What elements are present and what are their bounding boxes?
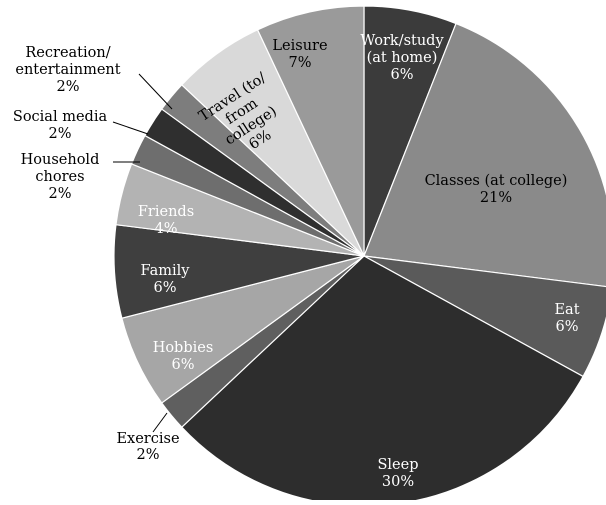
- slice-label-line: Exercise: [116, 431, 179, 447]
- slice-percent: 2%: [136, 447, 159, 463]
- slice-percent: 30%: [382, 474, 414, 490]
- slice-percent: 6%: [390, 67, 413, 83]
- slice-percent: 2%: [48, 186, 71, 202]
- pie-slice-leisure: [256, 5, 365, 257]
- slice-label: Sleep 30%: [377, 457, 418, 490]
- slice-label-line: Leisure: [272, 38, 327, 54]
- slice-label: Classes (at college) 21%: [425, 173, 568, 206]
- pie-slice-classes-at-college: [363, 22, 606, 288]
- pie-slices: [113, 5, 606, 505]
- slice-label-line: Friends: [138, 204, 194, 220]
- leader-line: [112, 121, 149, 135]
- slice-percent: 6%: [555, 319, 578, 335]
- slice-percent: 7%: [288, 55, 311, 71]
- slice-label: Social media 2%: [13, 109, 108, 142]
- slice-label: Household chores 2%: [21, 152, 100, 202]
- slice-percent: 21%: [480, 190, 512, 206]
- slice-label-line: Household: [21, 152, 100, 168]
- leader-lines: [112, 73, 173, 433]
- slice-percent: 6%: [153, 280, 176, 296]
- leader-line: [138, 73, 173, 110]
- slice-percent: 2%: [48, 126, 71, 142]
- leader-line: [152, 412, 168, 433]
- slice-label-line: Sleep: [377, 457, 418, 473]
- slice-label-line: Recreation/: [25, 45, 110, 61]
- slice-label-line: Work/study: [360, 33, 444, 49]
- slice-label: Recreation/entertainment 2%: [15, 45, 120, 95]
- slice-label: Hobbies 6%: [153, 340, 214, 373]
- slice-label-line: Social media: [13, 109, 108, 125]
- slice-label: Leisure 7%: [272, 38, 327, 71]
- slice-percent: 2%: [56, 79, 79, 95]
- slice-percent: 4%: [154, 221, 177, 237]
- slice-label-line: chores: [35, 169, 84, 185]
- slice-percent: 6%: [171, 357, 194, 373]
- slice-label: Eat 6%: [554, 302, 579, 335]
- slice-label: Exercise 2%: [116, 431, 179, 463]
- slice-label: Friends 4%: [138, 204, 194, 237]
- slice-label-line: (at home): [367, 50, 438, 66]
- slice-label-line: entertainment: [15, 62, 120, 78]
- slice-label: Work/study (at home) 6%: [360, 33, 444, 83]
- slice-label: Family 6%: [141, 263, 191, 296]
- slice-label-line: Hobbies: [153, 340, 214, 356]
- slice-label-line: Eat: [554, 302, 579, 318]
- slice-label-line: Classes (at college): [425, 173, 568, 189]
- slice-label-line: Family: [141, 263, 191, 279]
